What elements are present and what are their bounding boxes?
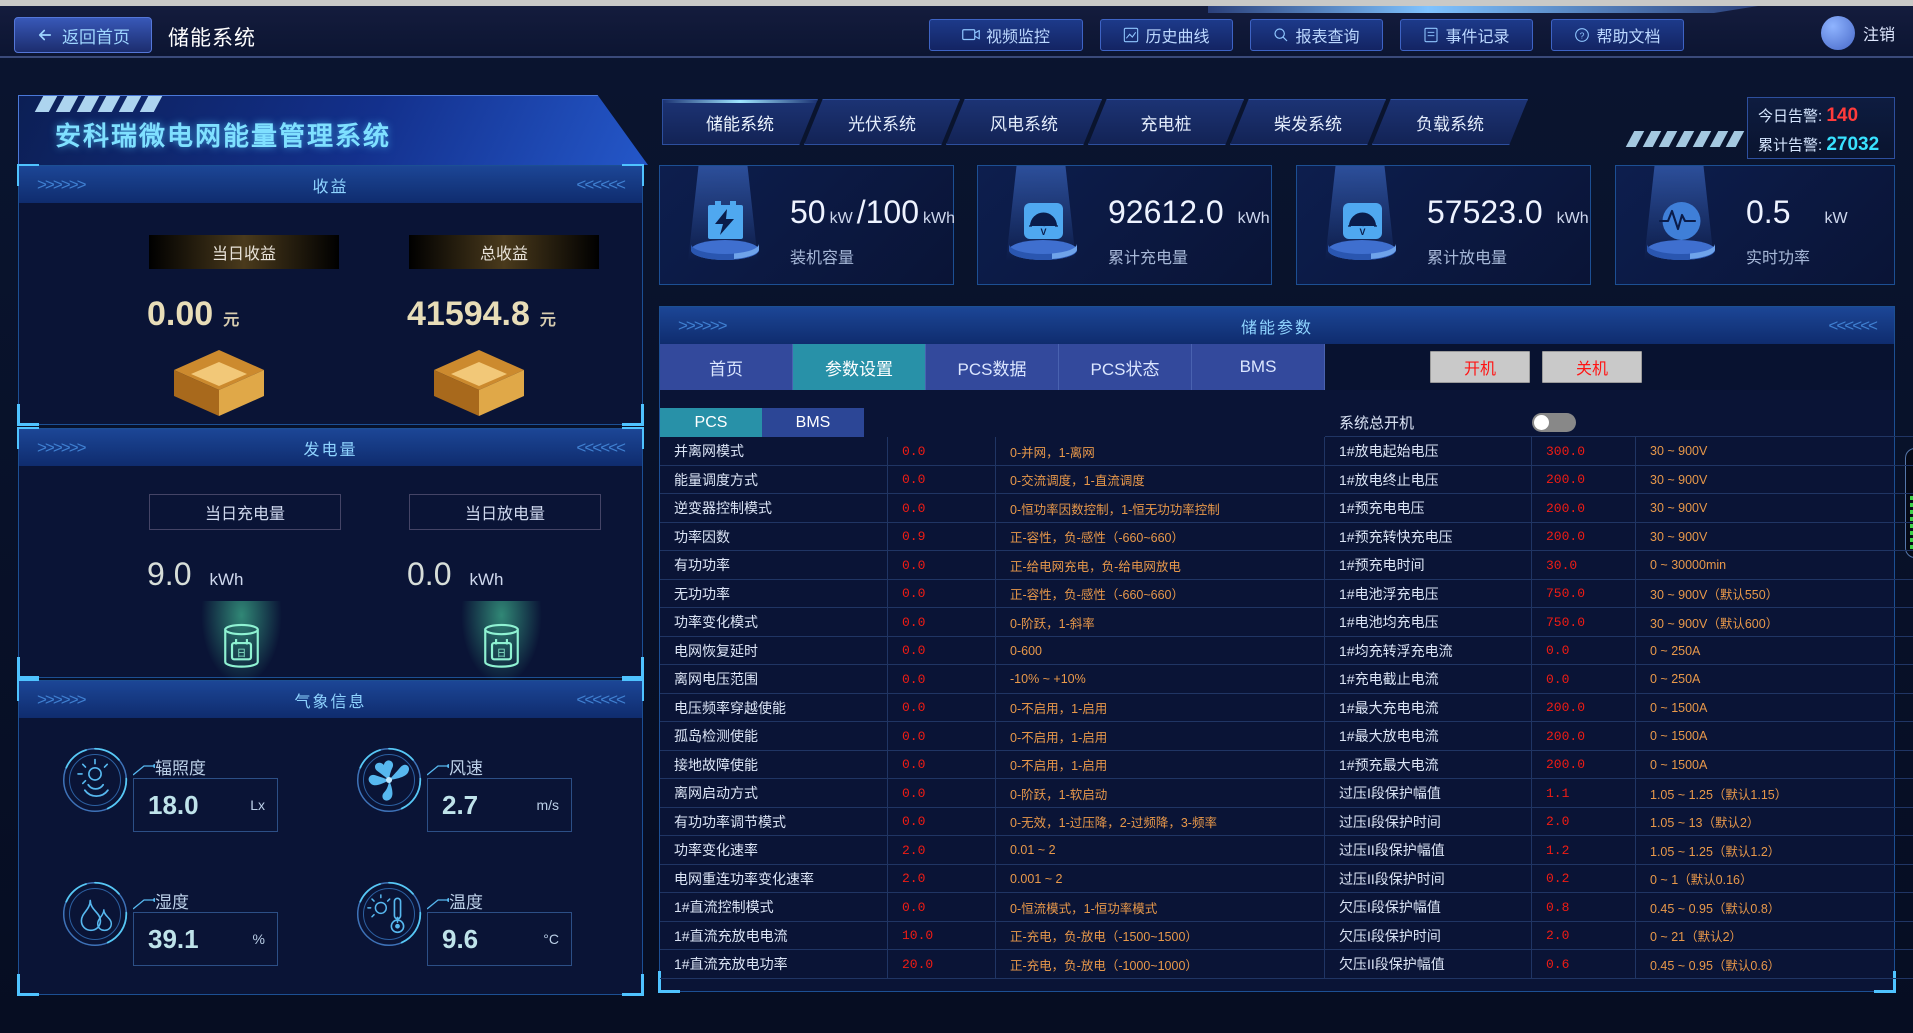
svg-text:日: 日 xyxy=(237,649,246,660)
svg-text:V: V xyxy=(1040,227,1046,237)
svg-text:V: V xyxy=(1359,227,1365,237)
svg-text:日: 日 xyxy=(497,649,506,660)
svg-text:?: ? xyxy=(1580,30,1585,40)
